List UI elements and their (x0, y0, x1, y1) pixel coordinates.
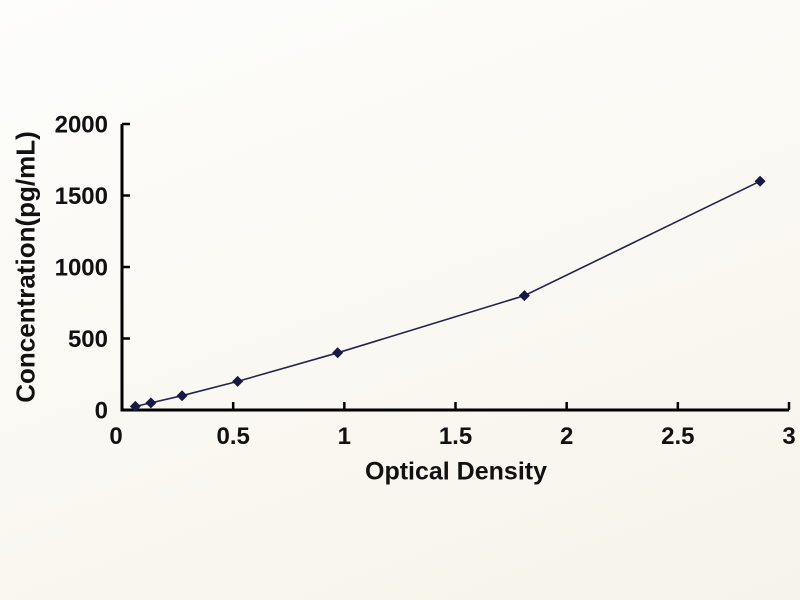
data-point-marker (754, 175, 766, 187)
standard-curve-line (135, 180, 761, 408)
data-point-marker (176, 390, 188, 402)
y-axis-title: Concentration(pg/mL) (10, 131, 41, 403)
data-point-marker (518, 290, 530, 302)
x-tick-label: 2.5 (661, 423, 694, 450)
y-tick-label: 500 (68, 326, 108, 353)
x-tick-label: 1.5 (439, 423, 472, 450)
y-tick-label: 1000 (55, 255, 108, 282)
y-tick-label: 1500 (55, 183, 108, 210)
x-tick-label: 3 (782, 423, 795, 450)
x-axis-title: Optical Density (365, 457, 547, 486)
x-tick-label: 2 (560, 423, 573, 450)
x-tick-label: 1 (338, 423, 351, 450)
data-point-marker (332, 347, 344, 359)
data-point-marker (129, 400, 141, 412)
data-point-marker (232, 375, 244, 387)
x-tick-label: 0.5 (216, 423, 249, 450)
data-point-marker (145, 397, 157, 409)
x-tick-label-origin: 0 (109, 423, 122, 450)
y-tick-label: 2000 (55, 112, 108, 139)
y-tick-label-origin: 0 (95, 398, 108, 425)
